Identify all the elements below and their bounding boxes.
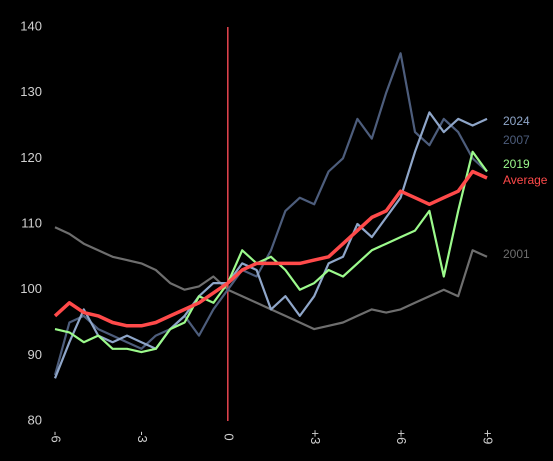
x-tick-label: +9: [481, 430, 496, 445]
y-tick-label: 130: [20, 84, 42, 99]
y-tick-label: 120: [20, 150, 42, 165]
series-line: [53, 169, 488, 328]
y-tick-label: 110: [21, 215, 42, 230]
x-tick-label: -6: [49, 431, 64, 443]
series-label: Average: [503, 173, 548, 187]
series-line: [54, 226, 488, 331]
x-tick-label: +6: [394, 430, 409, 445]
series-label: 2001: [503, 247, 530, 261]
series-label: 2007: [503, 133, 530, 147]
x-tick-label: -3: [135, 431, 150, 443]
series-line: [54, 150, 488, 354]
series-label: 2024: [503, 114, 530, 128]
y-tick-label: 140: [20, 18, 42, 33]
series-line: [53, 52, 488, 376]
y-tick-label: 90: [28, 347, 42, 362]
y-tick-label: 80: [28, 412, 42, 427]
series-label: 2019: [503, 157, 530, 171]
series-line: [53, 111, 488, 379]
x-tick-label: +3: [308, 430, 323, 445]
x-tick-label: 0: [221, 433, 236, 440]
y-tick-label: 100: [20, 281, 42, 296]
